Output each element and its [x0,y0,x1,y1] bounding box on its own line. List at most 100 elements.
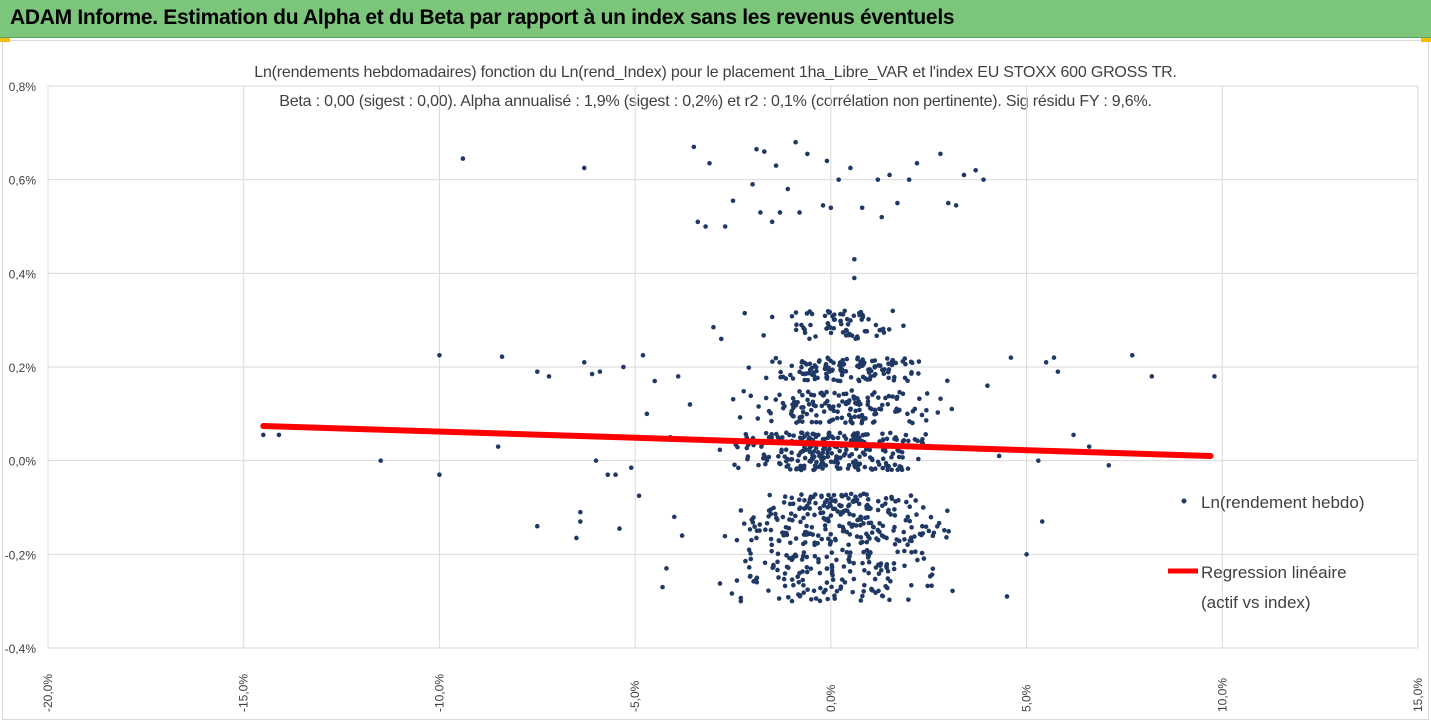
scatter-point [790,402,795,407]
scatter-point [799,360,805,365]
scatter-point [783,376,789,381]
scatter-point [775,567,780,573]
scatter-point [839,577,845,582]
chart-title-line-1: Ln(rendements hebdomadaires) fonction du… [254,64,1177,81]
scatter-point [784,553,789,558]
scatter-point [775,517,780,523]
scatter-point [831,377,837,383]
scatter-point [788,511,794,516]
scatter-point [799,492,804,497]
scatter-point [927,574,933,579]
scatter-point [782,454,788,459]
scatter-point [909,370,914,375]
scatter-point [894,437,900,442]
scatter-point [754,146,759,152]
scatter-point [862,582,867,588]
scatter-point [917,396,922,401]
scatter-point [819,459,825,465]
scatter-point [880,593,886,599]
scatter-point [895,467,901,473]
scatter-point [675,374,681,379]
scatter-point [805,511,810,517]
scatter-point [762,560,768,566]
scatter-point [871,373,877,378]
scatter-point [903,517,909,523]
scatter-point [938,396,943,402]
scatter-point [812,553,818,559]
report-title: ADAM Informe. Estimation du Alpha et du … [10,6,955,29]
scatter-point [581,165,587,171]
scatter-point [890,394,895,399]
scatter-point [774,431,779,437]
scatter-point [756,462,761,468]
x-tick-label: 0,0% [824,684,838,712]
scatter-point [755,416,761,421]
scatter-point [888,512,893,517]
scatter-point [795,574,800,580]
scatter-point [825,356,831,361]
scatter-point [495,444,501,449]
scatter-point [789,363,795,369]
scatter-point [818,390,823,396]
scatter-point [841,453,847,458]
scatter-point [826,492,831,498]
scatter-point [761,333,766,338]
x-tick-label: -10,0% [432,674,446,712]
scatter-point [841,564,847,569]
scatter-point [942,527,947,533]
scatter-point [621,364,626,370]
scatter-point [832,536,838,542]
scatter-point [769,432,774,437]
scatter-point [834,464,840,470]
scatter-point [754,535,759,541]
scatter-point [858,514,863,520]
scatter-point [853,400,858,406]
scatter-point [763,461,768,467]
scatter-point [811,402,817,408]
scatter-point [746,547,752,553]
scatter-point [1004,594,1010,599]
scatter-point [817,570,823,576]
scatter-point [763,375,769,381]
scatter-point [786,525,792,531]
scatter-point [777,392,782,398]
scatter-point [794,322,799,328]
scatter-point [849,333,855,338]
scatter-point [875,177,881,182]
scatter-point [909,549,914,555]
scatter-point [900,455,905,460]
scatter-point [926,528,932,534]
scatter-point [845,322,851,327]
scatter-point [776,575,781,580]
scatter-point [729,591,735,596]
scatter-point [820,466,825,471]
scatter-point [1055,369,1061,374]
scatter-point [838,503,843,509]
scatter-point [737,415,743,420]
scatter-point [866,367,871,373]
scatter-point [842,308,848,314]
scatter-point [813,596,819,601]
scatter-point [775,559,780,565]
scatter-point [844,447,849,453]
scatter-point [884,463,889,468]
scatter-point [843,333,849,338]
scatter-point [855,462,860,468]
scatter-point [640,352,646,358]
scatter-point [864,547,870,553]
scatter-point [778,369,783,375]
scatter-point [880,503,885,509]
scatter-point [803,532,809,538]
scatter-point [921,556,927,561]
scatter-point [791,433,796,438]
scatter-point [800,577,806,583]
scatter-point [652,378,658,384]
scatter-point [828,330,834,336]
scatter-point [883,496,889,501]
scatter-point [902,537,907,542]
scatter-point [746,565,752,570]
scatter-point [793,513,798,519]
scatter-point [916,359,922,364]
y-tick-label: -0,4% [5,642,37,656]
scatter-point [777,460,782,466]
